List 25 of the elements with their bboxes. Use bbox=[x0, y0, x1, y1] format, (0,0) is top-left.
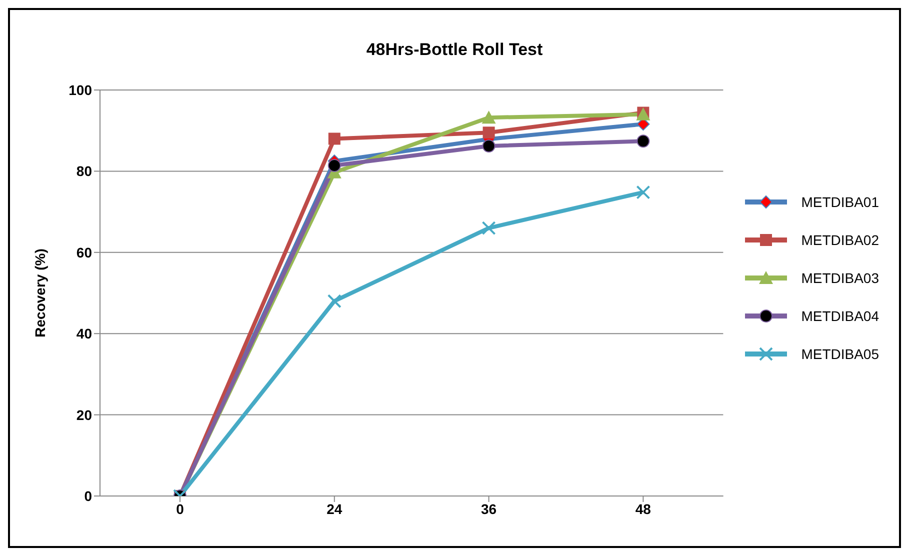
legend-label: METDIBA03 bbox=[801, 270, 879, 286]
legend-label: METDIBA04 bbox=[801, 308, 879, 324]
point bbox=[482, 221, 496, 236]
legend-label: METDIBA05 bbox=[801, 346, 879, 362]
point bbox=[328, 159, 341, 172]
y-tick-label: 100 bbox=[68, 82, 92, 98]
legend-label: METDIBA01 bbox=[801, 194, 879, 210]
y-tick-label: 80 bbox=[76, 163, 92, 180]
point bbox=[482, 110, 496, 124]
y-tick-label: 60 bbox=[76, 244, 92, 260]
y-tick-label: 40 bbox=[76, 326, 92, 342]
y-tick-label: 0 bbox=[84, 488, 92, 504]
point bbox=[328, 132, 340, 145]
legend-label: METDIBA02 bbox=[801, 232, 879, 248]
y-axis-title: Recovery (%) bbox=[32, 248, 48, 338]
point bbox=[482, 126, 495, 139]
point bbox=[482, 140, 496, 153]
y-tick-label: 20 bbox=[76, 406, 92, 423]
x-tick-label: 24 bbox=[326, 500, 342, 517]
x-tick-label: 48 bbox=[635, 500, 652, 517]
x-tick-label: 36 bbox=[481, 500, 497, 517]
x-tick-label: 0 bbox=[176, 500, 184, 517]
chart-title: 48Hrs-Bottle Roll Test bbox=[365, 40, 544, 60]
point bbox=[636, 134, 650, 148]
point bbox=[636, 185, 650, 200]
